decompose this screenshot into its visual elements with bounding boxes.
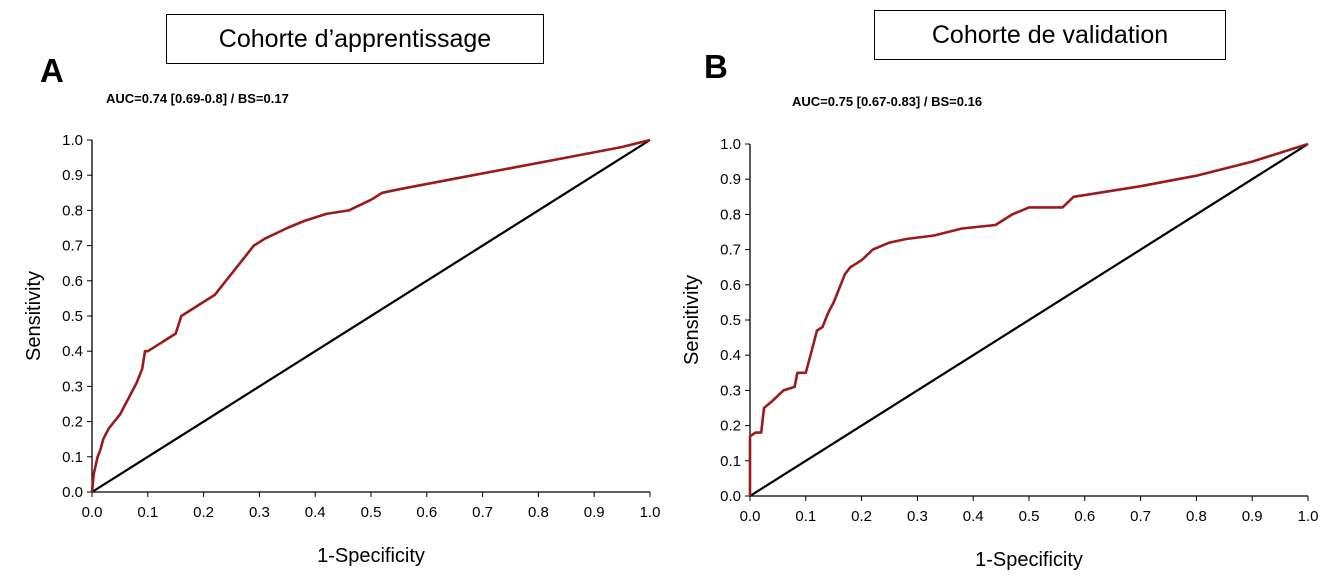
y-tick-label: 0.8	[720, 206, 741, 223]
x-tick-label: 0.8	[1186, 508, 1207, 525]
y-tick-label: 0.9	[62, 167, 83, 184]
y-tick-label: 0.2	[62, 414, 83, 431]
x-tick-label: 0.7	[1130, 508, 1151, 525]
y-tick-label: 0.0	[720, 488, 741, 505]
y-tick-label: 0.6	[62, 273, 83, 290]
x-tick-label: 0.1	[795, 508, 816, 525]
panel-letter-b: B	[704, 48, 728, 85]
y-tick-label: 0.5	[720, 312, 741, 329]
x-tick-label: 0.5	[1019, 508, 1040, 525]
y-tick-label: 0.5	[62, 308, 83, 325]
y-tick-label: 0.6	[720, 277, 741, 294]
y-tick-label: 0.0	[62, 484, 83, 501]
roc-curve	[90, 138, 651, 493]
cohort-label-a: Cohorte d’apprentissage	[166, 14, 544, 64]
x-tick-label: 0.1	[137, 504, 158, 521]
y-tick-label: 0.7	[720, 242, 741, 259]
chart-title-a: AUC=0.74 [0.69-0.8] / BS=0.17	[106, 91, 289, 106]
x-axis-title: 1-Specificity	[975, 549, 1083, 571]
x-tick-label: 1.0	[1298, 508, 1319, 525]
x-tick-label: 0.2	[851, 508, 872, 525]
y-tick-label: 0.2	[720, 418, 741, 435]
roc-plot-a: 0.0 0.1 0.2 0.3 0.4 0.5 0.6 0.7 0.8 0.9 1.0 0.0 0.1 0…	[23, 132, 661, 567]
y-tick-label: 0.3	[720, 382, 741, 399]
chart-panel-a: Cohorte d’apprentissage A AUC=0.74 [0.69…	[0, 0, 668, 579]
y-tick-label: 0.4	[720, 347, 741, 364]
x-tick-label: 0.9	[584, 504, 605, 521]
x-tick-label: 0.3	[907, 508, 928, 525]
panel-letter-a: A	[40, 52, 64, 89]
x-tick-label: 0.3	[249, 504, 270, 521]
x-tick-label: 0.8	[528, 504, 549, 521]
x-tick-label: 0.6	[416, 504, 437, 521]
y-tick-label: 0.9	[720, 171, 741, 188]
y-axis-title: Sensitivity	[681, 275, 703, 365]
x-tick-label: 1.0	[640, 504, 661, 521]
x-tick-label: 0.2	[193, 504, 214, 521]
x-tick-label: 0.0	[740, 508, 761, 525]
y-tick-label: 0.1	[62, 449, 83, 466]
y-tick-label: 0.7	[62, 238, 83, 255]
x-tick-label: 0.7	[472, 504, 493, 521]
y-tick-label: 0.1	[720, 453, 741, 470]
x-axis-title: 1-Specificity	[317, 545, 425, 567]
reference-diagonal	[749, 143, 1309, 497]
roc-curve	[748, 142, 1309, 496]
x-tick-label: 0.5	[361, 504, 382, 521]
y-tick-label: 0.4	[62, 343, 83, 360]
cohort-label-b: Cohorte de validation	[874, 10, 1226, 60]
x-tick-label: 0.4	[305, 504, 326, 521]
chart-panel-b: Cohorte de validation B AUC=0.75 [0.67-0…	[668, 0, 1337, 579]
chart-title-b: AUC=0.75 [0.67-0.83] / BS=0.16	[792, 94, 983, 109]
y-tick-label: 1.0	[62, 132, 83, 149]
y-axis-title: Sensitivity	[23, 271, 45, 361]
x-tick-label: 0.0	[82, 504, 103, 521]
x-tick-label: 0.9	[1242, 508, 1263, 525]
y-tick-label: 0.8	[62, 202, 83, 219]
reference-diagonal	[91, 139, 651, 493]
x-tick-label: 0.4	[963, 508, 984, 525]
y-tick-label: 0.3	[62, 378, 83, 395]
y-tick-label: 1.0	[720, 136, 741, 153]
roc-plot-b: 0.0 0.1 0.2 0.3 0.4 0.5 0.6 0.7 0.8 0.9 1.0 0.0 0.1 0…	[681, 136, 1319, 571]
x-tick-label: 0.6	[1074, 508, 1095, 525]
